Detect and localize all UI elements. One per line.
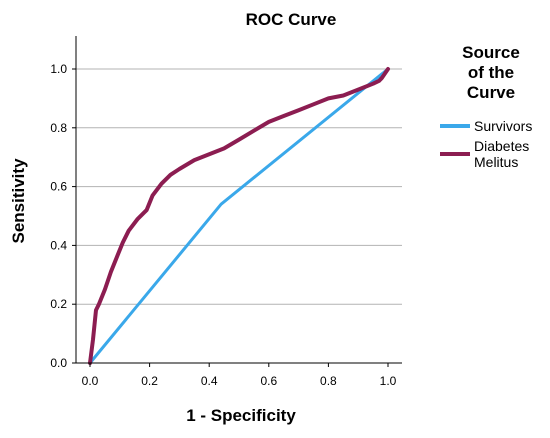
y-tick-label-5: 1.0 <box>50 62 67 76</box>
x-axis-title: 1 - Specificity <box>186 406 296 425</box>
series-line-0 <box>88 67 390 365</box>
y-tick-label-0: 0.0 <box>50 356 67 370</box>
legend-label-0: Survivors <box>474 118 532 134</box>
legend-label-1-line-0: Diabetes <box>474 138 529 154</box>
y-tick-label-1: 0.2 <box>50 297 67 311</box>
y-tick-labels: 0.0 0.2 0.4 0.6 0.8 1.0 <box>50 62 67 370</box>
legend-title-line-0: Source <box>462 43 520 62</box>
y-tick-label-4: 0.8 <box>50 121 67 135</box>
x-tick-label-4: 0.8 <box>320 374 337 388</box>
y-axis-title: Sensitivity <box>9 158 28 244</box>
series-group <box>88 67 390 365</box>
axes <box>72 36 402 367</box>
series-line-1 <box>88 67 390 365</box>
legend-title-line-2: Curve <box>467 83 515 102</box>
x-tick-labels: 0.0 0.2 0.4 0.6 0.8 1.0 <box>82 374 397 388</box>
x-tick-label-5: 1.0 <box>380 374 397 388</box>
y-tick-label-3: 0.6 <box>50 180 67 194</box>
legend-label-1-line-1: Melitus <box>474 154 518 170</box>
x-tick-label-1: 0.2 <box>141 374 158 388</box>
chart-title: ROC Curve <box>246 10 337 29</box>
x-tick-label-2: 0.4 <box>201 374 218 388</box>
legend-title-line-1: of the <box>468 63 514 82</box>
x-tick-label-0: 0.0 <box>82 374 99 388</box>
y-tick-label-2: 0.4 <box>50 238 67 252</box>
x-tick-label-3: 0.6 <box>260 374 277 388</box>
